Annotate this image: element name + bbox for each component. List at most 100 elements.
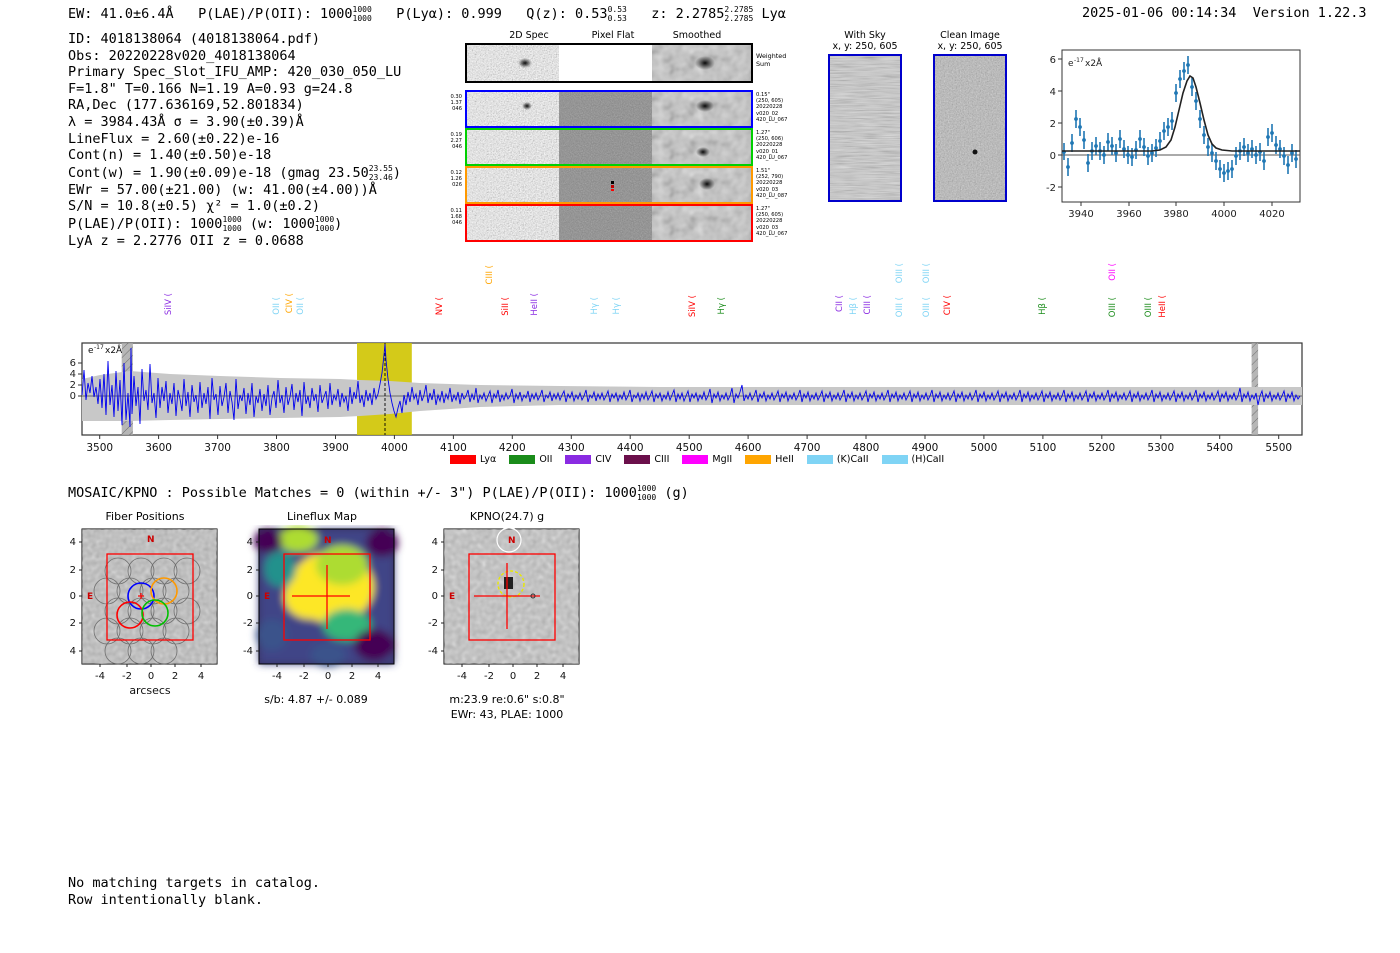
svg-text:4100: 4100 [440,442,467,454]
compass-n: N [508,536,516,546]
panel-kpno-g: KPNO(24.7) g N E 4 2 0 -2 -4 [412,510,602,725]
svg-text:2: 2 [432,565,438,576]
spectrum-legend: Lyα OII CIV CIII MgII HeII (K)CaII (H)Ca… [450,450,970,468]
legend-swatch-heii [745,454,772,464]
svg-text:4: 4 [247,537,253,548]
fiber-row-2 [465,166,753,204]
svg-text:3980: 3980 [1163,209,1188,220]
svg-text:2: 2 [70,618,76,629]
info-line-lineflux: LineFlux = 2.60(±0.22)e-16 [68,130,280,147]
header-qz-value: 0.53 [575,6,608,22]
fiber-row-0-left-labels: 0.30 1.37 046 [450,94,462,113]
legend-swatch-hcaii [881,454,908,464]
svg-text:4: 4 [432,537,438,548]
fiber-row-0-right-labels: 0.15" (250, 605) 20220228 v020_02 420_LU… [756,92,788,123]
svg-text:arcsecs: arcsecs [129,684,171,697]
info-line-primary-spec: Primary Spec_Slot_IFU_AMP: 420_030_050_L… [68,64,402,81]
svg-text:-17: -17 [94,344,104,351]
line-label-heii-1: HeII ( [530,293,540,316]
legend-swatch-kcaii [806,454,833,464]
legend-item-civ: CIV [565,454,611,465]
svg-text:5400: 5400 [1206,442,1233,454]
line-label-oiii-2b: OIII ( [922,297,932,318]
header-qz-label: Q(z): [526,6,567,22]
svg-text:0: 0 [432,591,438,602]
info-line-id: ID: 4018138064 (4018138064.pdf) [68,31,320,47]
fiber-row-2-left-labels: 0.12 1.26 026 [450,170,462,189]
info-line-cont-n: Cont(n) = 1.40(±0.50)e-18 [68,147,272,164]
kpno-yellow-aperture [497,570,525,598]
line-label-cii: CII ( [835,295,845,312]
svg-text:0: 0 [70,391,76,402]
svg-text:5000: 5000 [971,442,998,454]
svg-text:5500: 5500 [1265,442,1292,454]
svg-text:2: 2 [349,671,355,682]
svg-text:x2Å: x2Å [1085,57,1103,69]
line-label-civ-2: CIV ( [943,295,953,316]
svg-text:0: 0 [1050,151,1056,162]
svg-text:4: 4 [375,671,381,682]
header-qz-range: 0.53 0.53 [607,5,627,23]
panel-kpno-g-title: KPNO(24.7) g [469,510,545,523]
info-line-obs: Obs: 20220228v020_4018138064 [68,47,296,64]
cutout-clean-title: Clean Image [940,30,1000,41]
svg-text:-2: -2 [299,671,309,682]
gmag-range: 23.55 23.46 [368,163,393,182]
fiber-circle-green [141,599,169,627]
svg-text:e: e [1068,59,1074,69]
kpno-white-circle [496,527,522,553]
svg-text:-4: -4 [428,646,438,657]
fiber-row-3-image [467,206,751,240]
legend-item-lya: Lyα [450,454,496,465]
svg-text:4: 4 [70,646,76,657]
header-plae-label: P(LAE)/P(OII): [198,6,312,22]
header-summary: EW: 41.0±6.4Å P(LAE)/P(OII): 1000 1000 100… [68,5,786,23]
legend-swatch-oii [509,454,536,464]
header-plya-label: P(Lyα): [396,6,454,22]
info-line-redshifts: LyA z = 2.2776 OII z = 0.0688 [68,232,304,249]
svg-text:2: 2 [1050,119,1056,130]
legend-item-oii: OII [509,454,552,465]
weighted-sum-image [467,45,751,81]
line-zoom-plot: -2 0 2 4 6 e -17 x2Å 3940 3960 3980 4000 40… [1032,48,1304,220]
svg-text:4300: 4300 [558,442,585,454]
svg-text:-2: -2 [1046,183,1056,194]
panel-fiber-positions-title: Fiber Positions [105,510,185,523]
header-plae-value: 1000 [320,6,353,22]
line-label-hbeta-1: Hβ ( [849,297,859,315]
with-sky-image [830,56,900,200]
fiber-row-1 [465,128,753,166]
svg-text:-4: -4 [457,671,467,682]
spec2d-col-title-smoothed: Smoothed [672,30,722,41]
fiber-row-1-left-labels: 0.19 2.27 046 [450,132,462,151]
info-line-sn: S/N = 10.8(±0.5) χ² = 1.0(±0.2) [68,198,320,215]
header-timestamp-block: 2025-01-06 00:14:34 Version 1.22.3 [1082,5,1367,21]
weighted-sum-label: Weighted Sum [756,52,787,68]
svg-text:4700: 4700 [794,442,821,454]
svg-text:e: e [88,346,94,356]
svg-text:-2: -2 [428,618,438,629]
svg-text:4020: 4020 [1259,209,1284,220]
gaussian-fit-curve [1062,74,1300,152]
fiber-row-1-image [467,130,751,164]
legend-swatch-lya [450,454,476,464]
svg-text:x2Å: x2Å [105,344,123,356]
legend-swatch-mgii [682,454,709,464]
spectrum-trace [81,343,1301,428]
svg-text:4900: 4900 [912,442,939,454]
line-label-oii-1: OII ( [272,297,282,315]
info-line-wavelength: λ = 3984.43Å σ = 3.90(±0.39)Å [68,113,304,130]
line-label-oii-3: OII ( [1108,263,1118,281]
cutout-clean-subtitle: x, y: 250, 605 [937,41,1003,52]
line-label-oiii-1b: OIII ( [895,297,905,318]
svg-text:4600: 4600 [735,442,762,454]
svg-text:0: 0 [247,591,253,602]
fiber-row-2-right-labels: 1.51" (252, 790) 20220228 v020_03 420_LU… [756,168,788,199]
svg-text:0: 0 [325,671,331,682]
line-label-hgamma-1: Hγ ( [590,297,600,315]
line-label-oiii-2a: OIII ( [922,263,932,284]
legend-item-ciii: CIII [624,454,669,465]
cutout-with-sky-subtitle: x, y: 250, 605 [832,41,898,52]
